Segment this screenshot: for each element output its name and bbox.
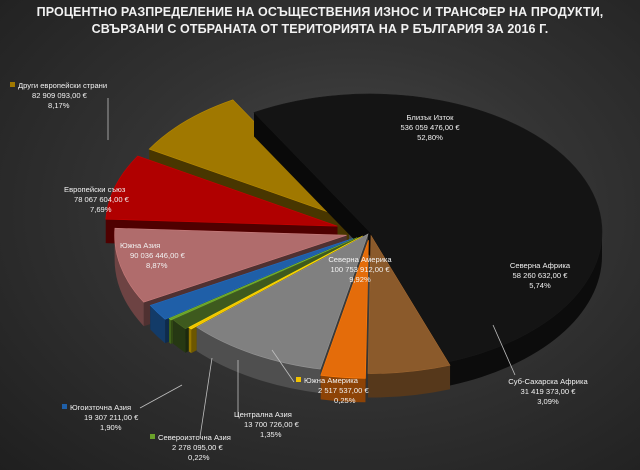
slice-label-4-leader bbox=[271, 349, 295, 383]
slice-label-1-name: Северна Африка bbox=[510, 261, 571, 270]
slice-label-6-legend-swatch bbox=[150, 434, 155, 439]
chart-title-line-1: ПРОЦЕНТНО РАЗПРЕДЕЛЕНИЕ НА ОСЪЩЕСТВЕНИЯ … bbox=[36, 5, 604, 19]
slice-label-8-name: Южна Азия bbox=[120, 241, 160, 250]
slice-0-wall-0 bbox=[254, 112, 370, 256]
slice-label-1-value: 58 260 632,00 € bbox=[513, 271, 569, 280]
slice-label-10-legend-swatch bbox=[10, 82, 15, 87]
slice-label-9-name: Европейски съюз bbox=[64, 185, 126, 194]
slice-8-rim-0 bbox=[114, 235, 144, 327]
slice-4-top bbox=[188, 235, 363, 330]
slice-label-7-legend-swatch bbox=[62, 404, 67, 409]
slice-3-rim-0 bbox=[196, 327, 321, 394]
slice-label-1-percent: 5,74% bbox=[529, 281, 551, 290]
slice-label-7-name: Югоизточна Азия bbox=[70, 403, 131, 412]
slice-label-8-percent: 8,87% bbox=[146, 261, 168, 270]
slice-6-top bbox=[168, 237, 358, 321]
slice-2 bbox=[320, 240, 369, 403]
slice-label-0-percent: 52,80% bbox=[417, 133, 443, 142]
slice-label-7-value: 19 307 211,00 € bbox=[84, 413, 139, 422]
slice-label-4-name: Южна Америка bbox=[304, 376, 359, 385]
slice-label-10-percent: 8,17% bbox=[48, 101, 70, 110]
slice-label-2-leader bbox=[492, 324, 516, 376]
slice-label-7-leader bbox=[139, 384, 183, 409]
slice-label-8-value: 90 036 446,00 € bbox=[130, 251, 186, 260]
chart-title: ПРОЦЕНТНО РАЗПРЕДЕЛЕНИЕ НА ОСЪЩЕСТВЕНИЯ … bbox=[0, 4, 640, 38]
slice-4-rim-0 bbox=[188, 327, 192, 354]
slice-7-top bbox=[149, 238, 354, 320]
slice-label-6-value: 2 278 095,00 € bbox=[172, 443, 223, 452]
chart-title-line-2: СВЪРЗАНИ С ОТБРАНАТА ОТ ТЕРИТОРИЯТА НА Р… bbox=[91, 22, 549, 36]
slice-label-2-value: 31 419 373,00 € bbox=[521, 387, 577, 396]
slice-label-9-value: 78 067 604,00 € bbox=[74, 195, 130, 204]
slice-label-10-name: Други европейски страни bbox=[18, 81, 107, 90]
slice-label-5-name: Централна Азия bbox=[234, 410, 292, 419]
slice-label-6-leader bbox=[199, 357, 213, 438]
slice-label-0-value: 536 059 476,00 € bbox=[400, 123, 460, 132]
slice-label-4-percent: 0,25% bbox=[334, 396, 356, 405]
slice-5-top bbox=[172, 236, 360, 330]
slice-label-6-name: Североизточна Азия bbox=[158, 433, 231, 442]
slice-9-top bbox=[105, 155, 338, 227]
slice-label-0-name: Близък Изток bbox=[407, 113, 455, 122]
slice-label-3-name: Северна Америка bbox=[328, 255, 392, 264]
slice-7-rim-0 bbox=[150, 305, 166, 344]
slice-label-7-percent: 1,90% bbox=[100, 423, 122, 432]
slice-6-rim-0 bbox=[169, 318, 171, 345]
slice-3-top bbox=[196, 233, 369, 370]
slice-0-top bbox=[253, 93, 603, 363]
slice-label-4-legend-swatch bbox=[296, 377, 301, 382]
slice-label-6-percent: 0,22% bbox=[188, 453, 210, 462]
slice-2-top bbox=[320, 240, 369, 379]
slice-label-3-value: 100 753 912,00 € bbox=[330, 265, 390, 274]
slice-label-3-percent: 9,92% bbox=[349, 275, 371, 284]
slice-2-rim-0 bbox=[320, 375, 366, 403]
slice-label-2-name: Суб-Сахарска Африка bbox=[508, 377, 588, 386]
slice-label-9-percent: 7,69% bbox=[90, 205, 112, 214]
slice-label-4-value: 2 517 537,00 € bbox=[318, 386, 369, 395]
slice-label-2-percent: 3,09% bbox=[537, 397, 559, 406]
slice-5-rim-0 bbox=[173, 319, 186, 353]
slice-label-5-percent: 1,35% bbox=[260, 430, 282, 439]
slice-0-rim-0 bbox=[449, 232, 602, 386]
slice-label-10-value: 82 909 093,00 € bbox=[32, 91, 88, 100]
slice-1-top bbox=[367, 234, 451, 374]
slice-8-top bbox=[114, 227, 347, 303]
slice-label-5-value: 13 700 726,00 € bbox=[244, 420, 300, 429]
slice-1 bbox=[367, 234, 451, 398]
slice-10-top bbox=[148, 99, 350, 220]
